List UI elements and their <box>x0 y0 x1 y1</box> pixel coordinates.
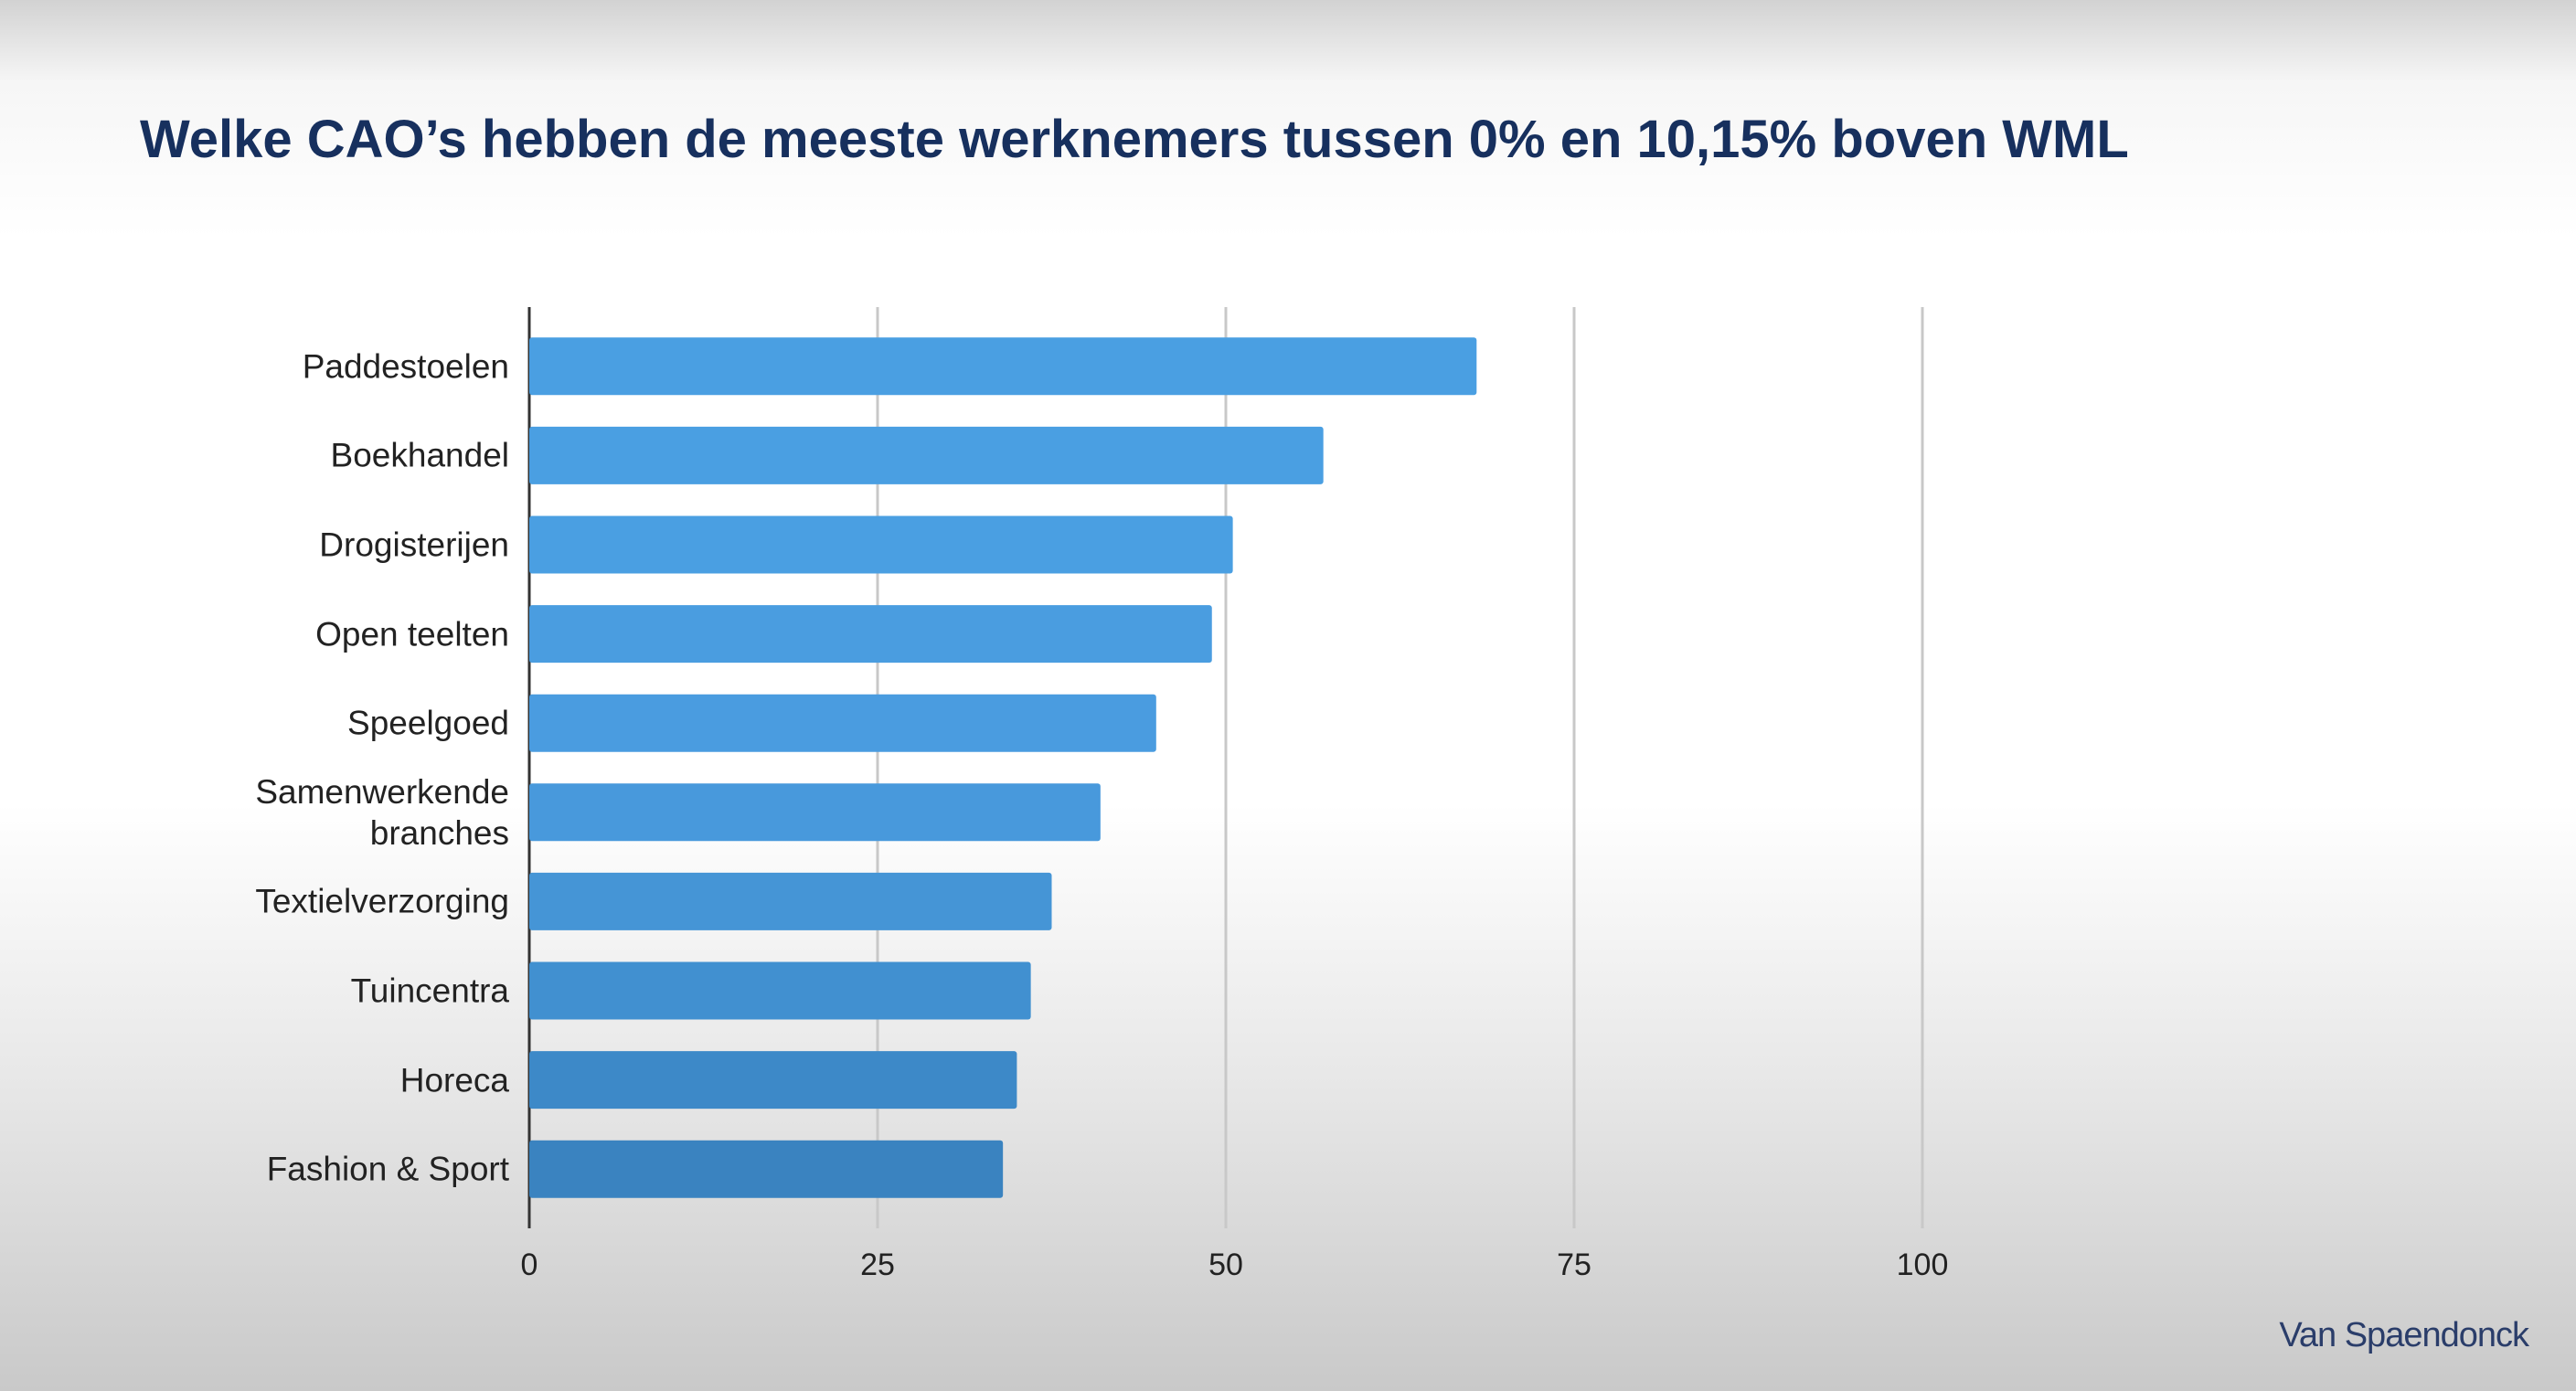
y-tick-label: Open teelten <box>315 615 509 653</box>
bar <box>529 783 1101 842</box>
y-tick-label: Tuincentra <box>350 972 509 1010</box>
bar <box>529 515 1233 574</box>
y-tick-label: Horeca <box>399 1061 509 1099</box>
y-tick-label: Boekhandel <box>330 436 509 474</box>
x-tick-label: 50 <box>1208 1248 1243 1282</box>
x-tick-label: 25 <box>860 1248 895 1282</box>
x-tick-label: 75 <box>1557 1248 1591 1282</box>
x-tick-label: 100 <box>1897 1248 1949 1282</box>
logo: Van Spaendonck <box>2279 1316 2529 1354</box>
bar <box>529 872 1052 930</box>
y-tick-label: Drogisterijen <box>319 526 509 564</box>
bar <box>529 961 1031 1020</box>
chart-title: Welke CAO’s hebben de meeste werknemers … <box>140 110 2129 169</box>
y-tick-label: Paddestoelen <box>302 347 509 386</box>
y-tick-label: Fashion & Sport <box>266 1150 509 1188</box>
y-tick-label: Textielverzorging <box>255 882 509 920</box>
bar <box>529 337 1477 396</box>
y-tick-label: Samenwerkende branches <box>255 772 509 852</box>
bar <box>529 1051 1017 1110</box>
y-tick-label: Speelgoed <box>347 704 509 742</box>
bar <box>529 605 1212 664</box>
bar <box>529 1140 1004 1198</box>
bar <box>529 426 1324 484</box>
bar <box>529 694 1156 752</box>
x-tick-label: 0 <box>521 1248 538 1282</box>
